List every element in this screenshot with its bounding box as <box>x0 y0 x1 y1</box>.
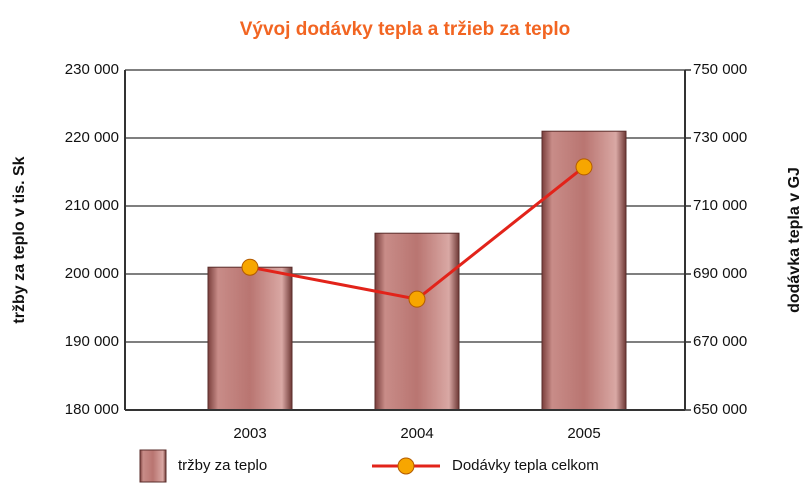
y2-axis-label: dodávka tepla v GJ <box>786 167 803 313</box>
legend-label: Dodávky tepla celkom <box>452 457 599 474</box>
legend-label: tržby za teplo <box>178 457 267 474</box>
chart-title: Vývoj dodávky tepla a tržieb za teplo <box>240 19 571 40</box>
bar <box>541 130 627 411</box>
marker <box>241 258 259 276</box>
legend-marker <box>397 457 415 475</box>
bar <box>207 266 293 411</box>
x-tick-label: 2003 <box>233 425 266 442</box>
y-tick-label: 230 000 <box>65 61 119 78</box>
marker <box>575 158 593 176</box>
y2-tick-label: 650 000 <box>693 401 747 418</box>
x-tick-label: 2005 <box>567 425 600 442</box>
legend-swatch <box>139 449 167 483</box>
y-tick-label: 220 000 <box>65 129 119 146</box>
marker <box>408 290 426 308</box>
y2-tick-label: 690 000 <box>693 265 747 282</box>
x-tick-label: 2004 <box>400 425 433 442</box>
y2-tick-label: 670 000 <box>693 333 747 350</box>
y-axis-label: tržby za teplo v tis. Sk <box>11 156 28 323</box>
bar <box>374 232 460 411</box>
y-tick-label: 180 000 <box>65 401 119 418</box>
y-tick-label: 200 000 <box>65 265 119 282</box>
y2-tick-label: 750 000 <box>693 61 747 78</box>
y-tick-label: 210 000 <box>65 197 119 214</box>
y2-tick-label: 710 000 <box>693 197 747 214</box>
y-tick-label: 190 000 <box>65 333 119 350</box>
y2-tick-label: 730 000 <box>693 129 747 146</box>
